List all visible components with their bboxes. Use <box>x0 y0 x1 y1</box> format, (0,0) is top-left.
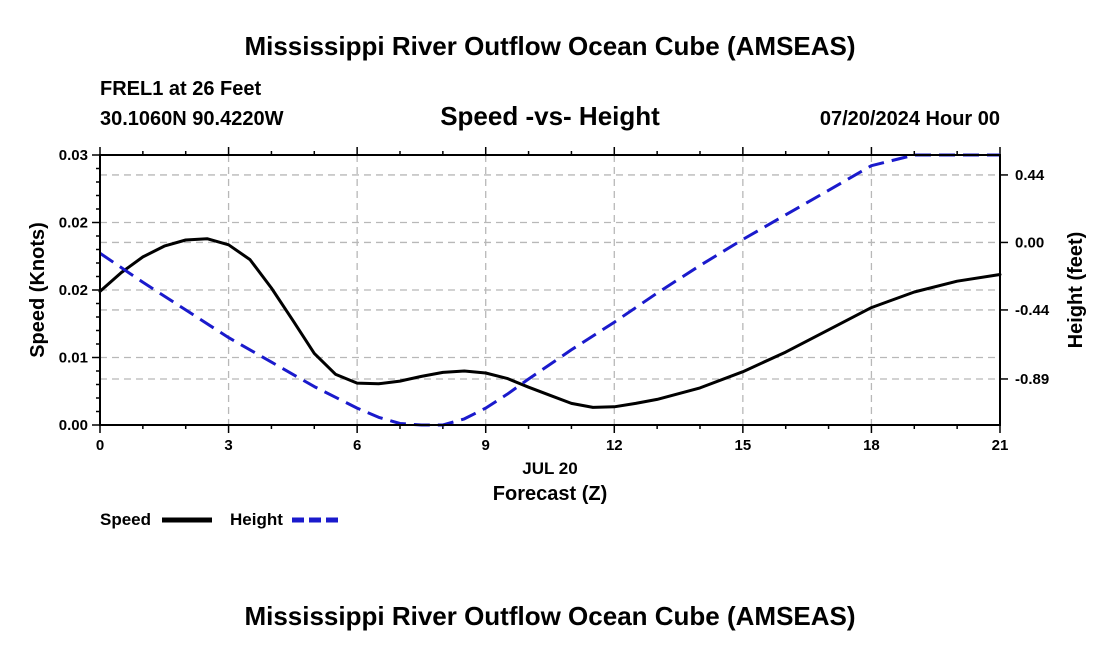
y2-axis-label: Height (feet) <box>1065 232 1087 349</box>
y-axis-label: Speed (Knots) <box>27 222 49 358</box>
chart-main-title: Mississippi River Outflow Ocean Cube (AM… <box>244 31 855 61</box>
x-tick-label: 18 <box>863 437 880 454</box>
plot-frame <box>99 154 1001 426</box>
grid-lines <box>100 155 1000 425</box>
legend: Speed Height <box>100 510 342 529</box>
x-tick-label: 6 <box>353 437 361 454</box>
legend-speed-label: Speed <box>100 510 151 529</box>
tick-labels: 0 3 6 9 12 15 18 21 0.00 0.01 0.02 0.02 0.03 0.44 0.00… <box>59 147 1050 454</box>
legend-height-label: Height <box>230 510 283 529</box>
coordinates-label: 30.1060N 90.4220W <box>100 108 284 130</box>
x-tick-label: 15 <box>735 437 752 454</box>
y2-tick-label: 0.44 <box>1015 167 1045 184</box>
y-tick-label: 0.01 <box>59 350 88 367</box>
x-tick-label: 21 <box>992 437 1009 454</box>
y-tick-label: 0.02 <box>59 215 88 232</box>
y-tick-label: 0.03 <box>59 147 88 164</box>
y2-tick-label: 0.00 <box>1015 234 1044 251</box>
date-axis-label: JUL 20 <box>522 459 577 478</box>
station-label: FREL1 at 26 Feet <box>100 78 262 100</box>
x-axis-label: Forecast (Z) <box>493 483 607 505</box>
y2-tick-label: -0.89 <box>1015 371 1049 388</box>
x-tick-label: 0 <box>96 437 104 454</box>
speed-series-line <box>98 237 1002 409</box>
y-tick-label: 0.00 <box>59 417 88 434</box>
series-lines <box>98 153 1002 427</box>
y2-tick-label: -0.44 <box>1015 302 1050 319</box>
x-tick-label: 12 <box>606 437 623 454</box>
x-tick-label: 9 <box>482 437 490 454</box>
chart-subtitle: Speed -vs- Height <box>440 101 660 131</box>
x-tick-label: 3 <box>224 437 232 454</box>
date-hour-label: 07/20/2024 Hour 00 <box>820 108 1000 130</box>
y-tick-label: 0.02 <box>59 282 88 299</box>
footer-title: Mississippi River Outflow Ocean Cube (AM… <box>244 601 855 631</box>
